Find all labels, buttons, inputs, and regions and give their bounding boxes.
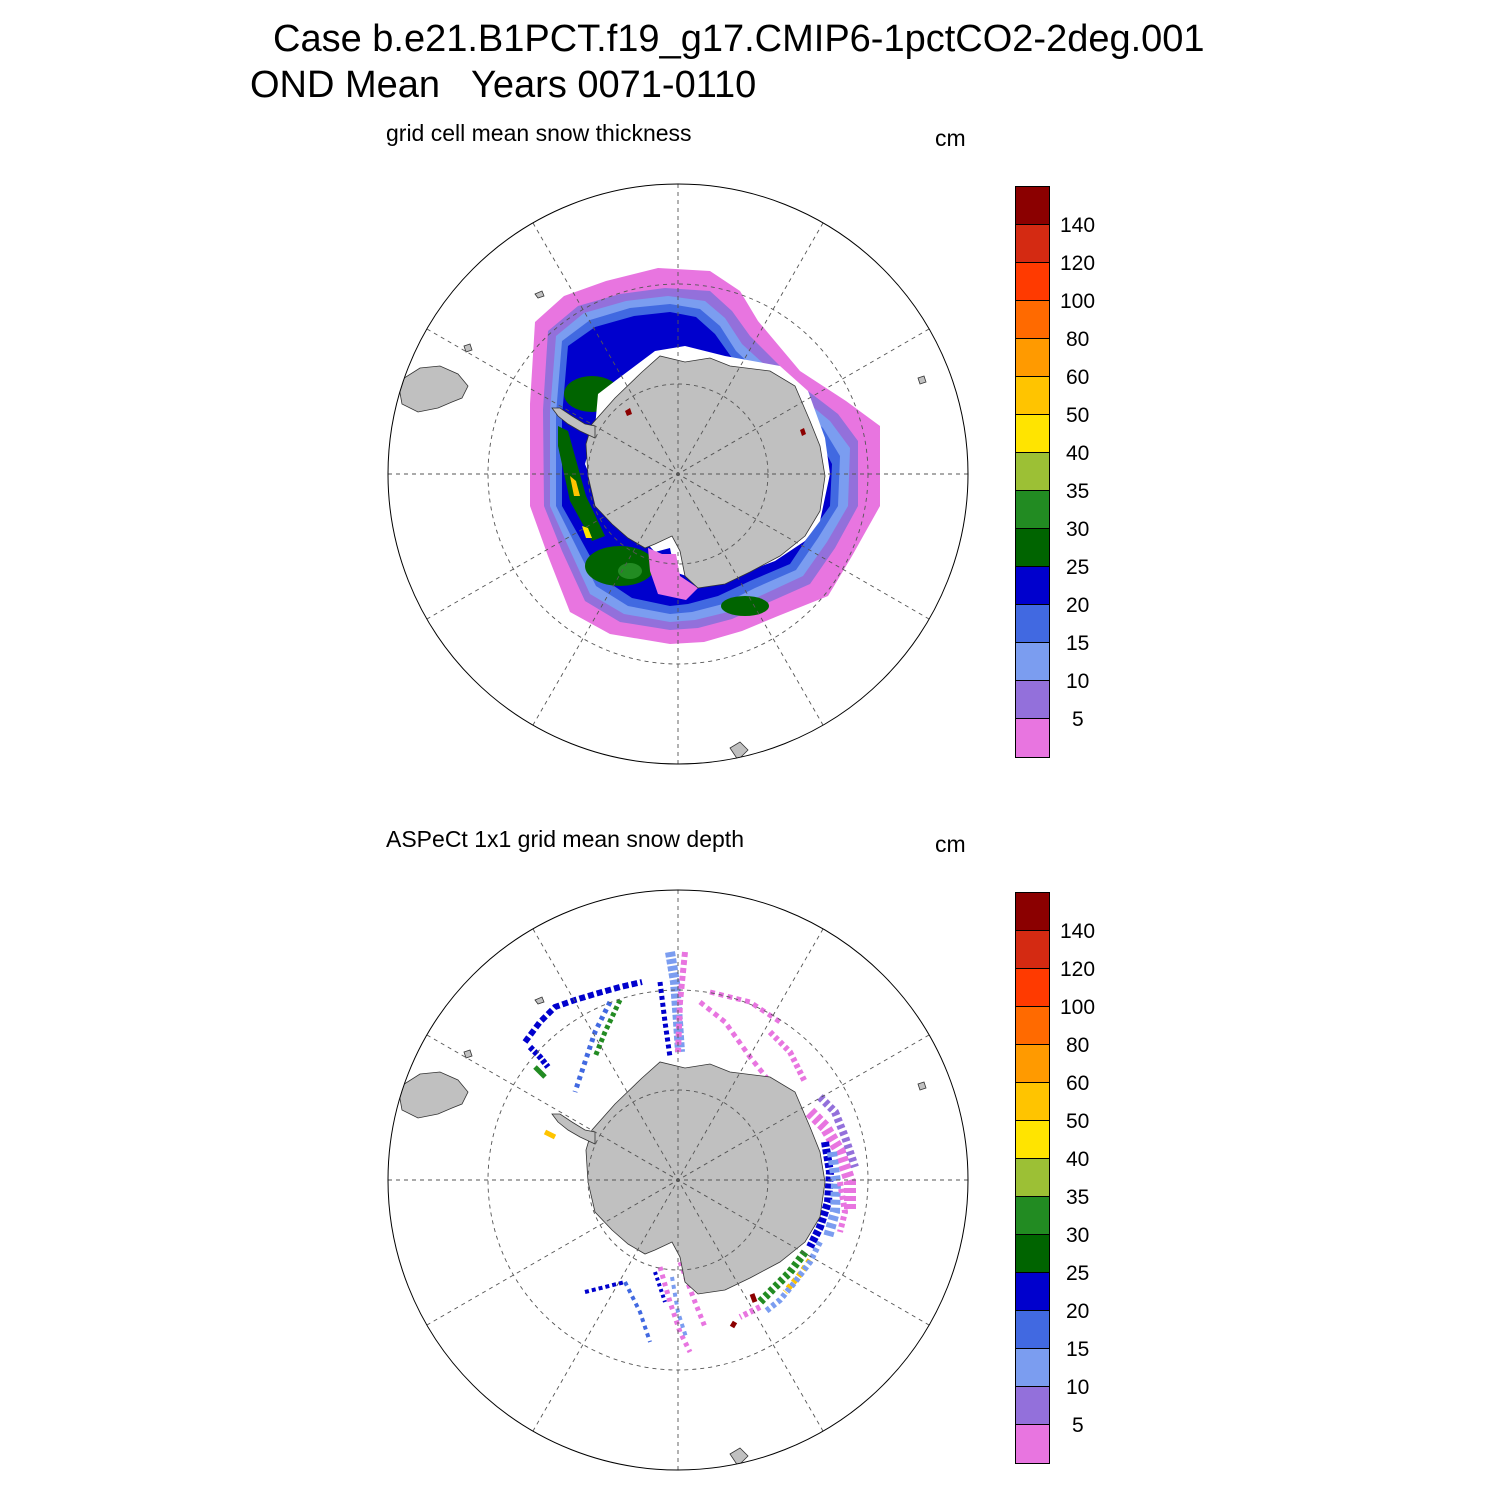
colorbar-label: 100 <box>1060 290 1096 313</box>
south-america-tip <box>397 365 469 413</box>
small-island <box>917 1081 927 1091</box>
snow-strip-peninsula <box>558 426 605 541</box>
colorbar-swatch <box>1016 339 1049 377</box>
panel1-polar-map <box>387 183 969 765</box>
colorbar-swatch <box>1016 187 1049 225</box>
colorbar-label: 30 <box>1066 518 1090 541</box>
figure-title-period: OND Mean Years 0071-0110 <box>250 64 757 106</box>
colorbar-swatch <box>1016 681 1049 719</box>
colorbar-swatch <box>1016 1235 1049 1273</box>
colorbar-label: 15 <box>1066 1338 1090 1361</box>
colorbar-swatch <box>1016 415 1049 453</box>
colorbar-swatch <box>1016 643 1049 681</box>
panel2-title: ASPeCt 1x1 grid mean snow depth <box>386 826 744 852</box>
colorbar-swatch <box>1016 1273 1049 1311</box>
panel1-map-boundary <box>387 183 969 765</box>
panel1-graticule <box>388 184 968 764</box>
colorbar-label: 35 <box>1066 480 1090 503</box>
colorbar-label: 5 <box>1072 708 1084 731</box>
colorbar-swatch <box>1016 567 1049 605</box>
falkland-islands <box>463 343 473 353</box>
colorbar-label: 80 <box>1066 328 1090 351</box>
colorbar-label: 40 <box>1066 442 1090 465</box>
colorbar-swatch <box>1016 1197 1049 1235</box>
colorbar-label: 60 <box>1066 366 1090 389</box>
colorbar-swatch <box>1016 1007 1049 1045</box>
colorbar-label: 140 <box>1060 920 1096 943</box>
colorbar-label: 20 <box>1066 594 1090 617</box>
colorbar-swatch <box>1016 1045 1049 1083</box>
south-georgia <box>534 996 545 1005</box>
panel1-unit: cm <box>935 125 966 151</box>
colorbar-label: 50 <box>1066 1110 1090 1133</box>
panel1-title: grid cell mean snow thickness <box>386 120 692 146</box>
colorbar-label: 25 <box>1066 556 1090 579</box>
colorbar-label: 60 <box>1066 1072 1090 1095</box>
australia-tasmania-tip <box>729 741 749 761</box>
colorbar-label: 5 <box>1072 1414 1084 1437</box>
colorbar-swatch <box>1016 1387 1049 1425</box>
colorbar-swatch <box>1016 931 1049 969</box>
antarctic-peninsula <box>551 1113 596 1145</box>
antarctic-peninsula <box>551 407 596 439</box>
colorbar-label: 100 <box>1060 996 1096 1019</box>
colorbar-swatch <box>1016 1425 1049 1463</box>
colorbar-swatch <box>1016 1349 1049 1387</box>
colorbar-label: 80 <box>1066 1034 1090 1057</box>
colorbar-label: 40 <box>1066 1148 1090 1171</box>
colorbar-swatch <box>1016 1083 1049 1121</box>
colorbar-swatch <box>1016 301 1049 339</box>
colorbar-swatch <box>1016 893 1049 931</box>
colorbar-label: 10 <box>1066 1376 1090 1399</box>
panel2-ship-observation-tracks <box>522 951 859 1354</box>
colorbar-label: 10 <box>1066 670 1090 693</box>
falkland-islands <box>463 1049 473 1059</box>
colorbar-label: 20 <box>1066 1300 1090 1323</box>
snow-patch-ross <box>721 596 769 616</box>
colorbar-swatch <box>1016 529 1049 567</box>
colorbar-swatch <box>1016 1159 1049 1197</box>
colorbar-swatch <box>1016 263 1049 301</box>
colorbar-swatch <box>1016 377 1049 415</box>
panel2-graticule <box>388 890 968 1470</box>
panel2-map-boundary <box>387 889 969 1471</box>
colorbar-swatch <box>1016 969 1049 1007</box>
panel2-polar-map <box>387 889 969 1471</box>
embayment-fill-ross <box>648 548 698 600</box>
colorbar-swatch <box>1016 1121 1049 1159</box>
colorbar-label: 25 <box>1066 1262 1090 1285</box>
australia-tasmania-tip <box>729 1447 749 1467</box>
panel2-colorbar <box>1015 892 1050 1464</box>
antarctica-landmass <box>585 1061 826 1295</box>
colorbar-label: 35 <box>1066 1186 1090 1209</box>
colorbar-swatch <box>1016 719 1049 757</box>
colorbar-label: 120 <box>1060 252 1096 275</box>
panel2-land <box>397 996 927 1467</box>
colorbar-swatch <box>1016 453 1049 491</box>
colorbar-label: 140 <box>1060 214 1096 237</box>
figure-title-case: Case b.e21.B1PCT.f19_g17.CMIP6-1pctCO2-2… <box>273 18 1205 60</box>
colorbar-label: 15 <box>1066 632 1090 655</box>
colorbar-swatch <box>1016 225 1049 263</box>
panel1-colorbar <box>1015 186 1050 758</box>
colorbar-swatch <box>1016 1311 1049 1349</box>
colorbar-label: 50 <box>1066 404 1090 427</box>
panel2-unit: cm <box>935 831 966 857</box>
small-island <box>917 375 927 385</box>
snow-patch-bellingshausen <box>585 546 655 586</box>
south-georgia <box>534 290 545 299</box>
south-america-tip <box>397 1071 469 1119</box>
colorbar-label: 30 <box>1066 1224 1090 1247</box>
colorbar-label: 120 <box>1060 958 1096 981</box>
colorbar-swatch <box>1016 491 1049 529</box>
colorbar-swatch <box>1016 605 1049 643</box>
